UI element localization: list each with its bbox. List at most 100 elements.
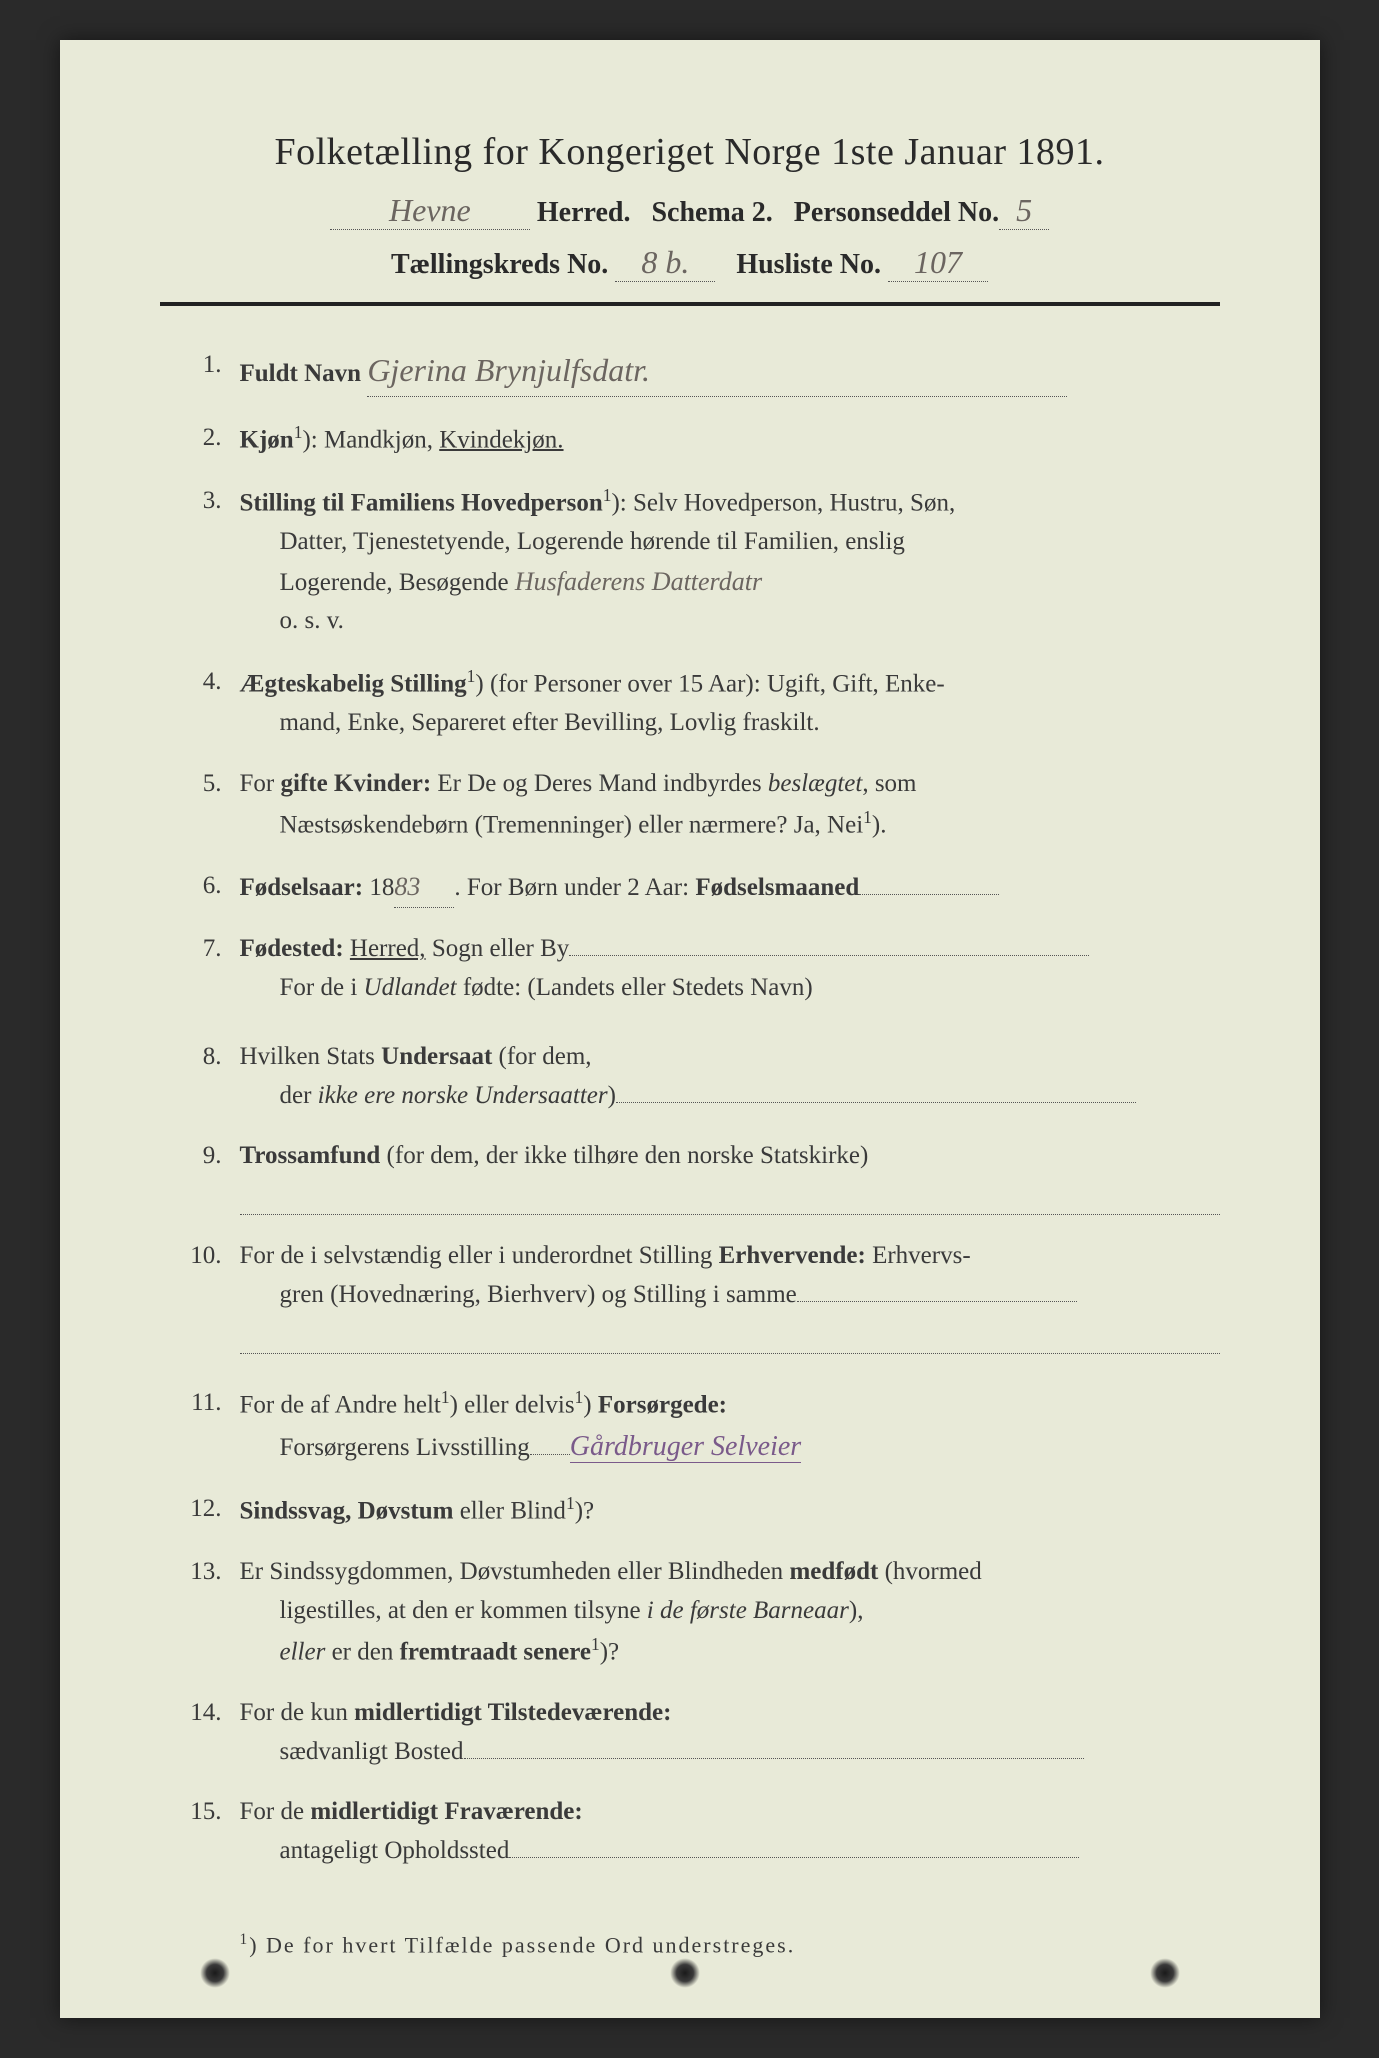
line4: o. s. v. — [240, 602, 1220, 641]
form-subtitle-2: Tællingskreds No. 8 b. Husliste No. 107 — [160, 244, 1220, 282]
entry-body: Sindssvag, Døvstum eller Blind1)? — [240, 1490, 1220, 1531]
line2: antageligt Opholdssted — [240, 1832, 1220, 1871]
beslaegtet: beslægtet — [768, 770, 862, 797]
stilling-label: Stilling til Familiens Hovedperson — [240, 489, 603, 516]
footnote-sup: 1 — [240, 1931, 250, 1948]
entry-num: 8. — [170, 1038, 240, 1116]
line2: Datter, Tjenestetyende, Logerende hørend… — [240, 523, 1220, 562]
herred-underlined: Herred, — [350, 935, 426, 962]
mid: . For Børn under 2 Aar: — [454, 874, 695, 901]
entry-body: For de i selvstændig eller i underordnet… — [240, 1237, 1220, 1354]
prefix: 18 — [363, 874, 394, 901]
personseddel-no: 5 — [1016, 192, 1032, 229]
entry-num: 13. — [170, 1553, 240, 1672]
form-subtitle-1: Hevne Herred. Schema 2. Personseddel No.… — [160, 192, 1220, 230]
entry-num: 4. — [170, 663, 240, 743]
entry-1: 1. Fuldt Navn Gjerina Brynjulfsdatr. — [170, 346, 1220, 397]
dotted — [616, 1102, 1136, 1103]
line3: eller er den fremtraadt senere1)? — [240, 1631, 1220, 1672]
entry-num: 1. — [170, 346, 240, 397]
husliste-label: Husliste No. — [736, 249, 881, 280]
entry-body: For de kun midlertidigt Tilstedeværende:… — [240, 1694, 1220, 1772]
header-rule — [160, 302, 1220, 306]
fuldt-navn-value: Gjerina Brynjulfsdatr. — [367, 346, 650, 396]
entry-num: 5. — [170, 765, 240, 845]
line1: ): Selv Hovedperson, Hustru, Søn, — [611, 489, 955, 516]
line2: For de i Udlandet fødte: (Landets eller … — [240, 969, 1220, 1008]
entry-14: 14. For de kun midlertidigt Tilstedevære… — [170, 1694, 1220, 1772]
entry-15: 15. For de midlertidigt Fraværende: anta… — [170, 1793, 1220, 1871]
entry-body: Kjøn1): Mandkjøn, Kvindekjøn. — [240, 419, 1220, 460]
fodselsmaaned-label: Fødselsmaaned — [695, 874, 859, 901]
line2: mand, Enke, Separeret efter Bevilling, L… — [240, 704, 1220, 743]
entry-6: 6. Fødselsaar: 1883. For Børn under 2 Aa… — [170, 867, 1220, 909]
t: , som — [862, 770, 916, 797]
fuldt-navn-label: Fuldt Navn — [240, 360, 362, 387]
line2: Næstsøskendebørn (Tremenninger) eller næ… — [240, 804, 1220, 845]
herred-label: Herred. — [537, 197, 631, 228]
herred-handwritten: Hevne — [389, 192, 471, 229]
dotted — [797, 1301, 1077, 1302]
entry-9: 9. Trossamfund (for dem, der ikke tilhør… — [170, 1137, 1220, 1215]
husliste-no: 107 — [914, 244, 962, 281]
entry-body: Er Sindssygdommen, Døvstumheden eller Bl… — [240, 1553, 1220, 1672]
aegteskab-label: Ægteskabelig Stilling — [240, 670, 467, 697]
line2: sædvanligt Bosted — [240, 1733, 1220, 1772]
entry-num: 14. — [170, 1694, 240, 1772]
line3: Logerende, Besøgende Husfaderens Datterd… — [240, 562, 1220, 603]
dotted — [569, 955, 1089, 956]
form-title: Folketælling for Kongeriget Norge 1ste J… — [160, 130, 1220, 174]
kreds-label: Tællingskreds No. — [391, 249, 608, 280]
entry-5: 5. For gifte Kvinder: Er De og Deres Man… — [170, 765, 1220, 845]
entry-num: 10. — [170, 1237, 240, 1354]
form-header: Folketælling for Kongeriget Norge 1ste J… — [160, 130, 1220, 282]
dotted — [240, 1319, 1220, 1354]
punch-hole-icon — [200, 1958, 230, 1988]
entry-body: Fødselsaar: 1883. For Børn under 2 Aar: … — [240, 867, 1220, 909]
punch-hole-icon — [1150, 1958, 1180, 1988]
entry-body: Ægteskabelig Stilling1) (for Personer ov… — [240, 663, 1220, 743]
t: Er De og Deres Mand indbyrdes — [431, 770, 768, 797]
dotted — [240, 1180, 1220, 1215]
entry-num: 2. — [170, 419, 240, 460]
entry-body: Fuldt Navn Gjerina Brynjulfsdatr. — [240, 346, 1220, 397]
entry-8: 8. Hvilken Stats Undersaat (for dem, der… — [170, 1038, 1220, 1116]
t: For — [240, 770, 281, 797]
entry-2: 2. Kjøn1): Mandkjøn, Kvindekjøn. — [170, 419, 1220, 460]
entry-body: Hvilken Stats Undersaat (for dem, der ik… — [240, 1038, 1220, 1116]
entry-body: For de af Andre helt1) eller delvis1) Fo… — [240, 1384, 1220, 1468]
census-form-page: Folketælling for Kongeriget Norge 1ste J… — [60, 40, 1320, 2018]
kjon-label: Kjøn — [240, 426, 294, 453]
fodested-label: Fødested: — [240, 935, 344, 962]
entry-num: 7. — [170, 930, 240, 1008]
entry-num: 12. — [170, 1490, 240, 1531]
entry-10: 10. For de i selvstændig eller i underor… — [170, 1237, 1220, 1354]
gifte-kvinder: gifte Kvinder: — [280, 770, 431, 797]
entry-body: For gifte Kvinder: Er De og Deres Mand i… — [240, 765, 1220, 845]
entry-body: For de midlertidigt Fraværende: antageli… — [240, 1793, 1220, 1871]
kvindekjon-underlined: Kvindekjøn. — [439, 426, 563, 453]
entry-3: 3. Stilling til Familiens Hovedperson1):… — [170, 482, 1220, 641]
entry-body: Fødested: Herred, Sogn eller By For de i… — [240, 930, 1220, 1008]
dotted — [464, 1758, 1084, 1759]
personseddel-label: Personseddel No. — [794, 197, 999, 228]
trossamfund-label: Trossamfund — [240, 1142, 381, 1169]
entry-num: 15. — [170, 1793, 240, 1871]
entry-4: 4. Ægteskabelig Stilling1) (for Personer… — [170, 663, 1220, 743]
entry-num: 6. — [170, 867, 240, 909]
entry-13: 13. Er Sindssygdommen, Døvstumheden elle… — [170, 1553, 1220, 1672]
entry-11: 11. For de af Andre helt1) eller delvis1… — [170, 1384, 1220, 1468]
rest: Sogn eller By — [426, 935, 570, 962]
form-entries: 1. Fuldt Navn Gjerina Brynjulfsdatr. 2. … — [160, 346, 1220, 1871]
line2: Forsørgerens LivsstillingGårdbruger Selv… — [240, 1425, 1220, 1468]
entry-num: 9. — [170, 1137, 240, 1215]
dotted — [509, 1857, 1079, 1858]
line2: gren (Hovednæring, Bierhverv) og Stillin… — [240, 1276, 1220, 1315]
line2: ligestilles, at den er kommen tilsyne i … — [240, 1592, 1220, 1631]
entry-body: Trossamfund (for dem, der ikke tilhøre d… — [240, 1137, 1220, 1215]
kreds-no: 8 b. — [641, 244, 689, 281]
entry-12: 12. Sindssvag, Døvstum eller Blind1)? — [170, 1490, 1220, 1531]
dotted — [859, 894, 999, 895]
livsstilling-handwritten: Gårdbruger Selveier — [570, 1431, 801, 1463]
schema-label: Schema 2. — [651, 197, 772, 228]
